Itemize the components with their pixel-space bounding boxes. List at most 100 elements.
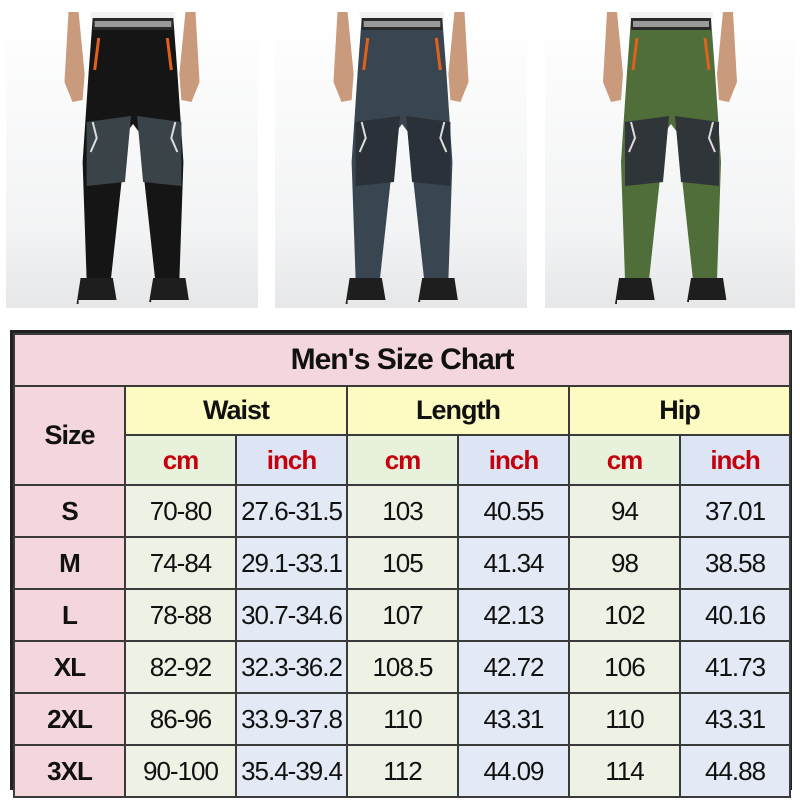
right-sole <box>420 300 459 304</box>
cell-length-inch: 41.34 <box>457 536 570 590</box>
left-arm <box>603 12 623 102</box>
size-label: XL <box>13 640 126 694</box>
unit-header-waist-inch: inch <box>235 434 348 486</box>
group-header-hip: Hip <box>567 385 792 436</box>
unit-header-waist-cm: cm <box>124 434 237 486</box>
left-logo <box>89 121 98 153</box>
cell-length-cm: 112 <box>346 744 459 798</box>
cell-hip-inch: 38.58 <box>678 536 792 590</box>
chart-title: Men's Size Chart <box>12 333 792 387</box>
size-label: 3XL <box>13 744 126 798</box>
cell-length-cm: 110 <box>346 692 459 746</box>
left-shoe <box>345 278 386 304</box>
cell-length-cm: 108.5 <box>346 640 459 694</box>
right-pocket-zipper <box>165 37 173 71</box>
cell-waist-inch: 27.6-31.5 <box>235 484 348 538</box>
right-sole <box>689 300 727 304</box>
right-knee-panel <box>137 116 182 186</box>
right-shoe <box>418 278 459 304</box>
cell-hip-inch: 37.01 <box>678 484 792 538</box>
cell-length-inch: 44.09 <box>457 744 570 798</box>
left-arm <box>64 12 85 102</box>
right-arm <box>179 12 200 102</box>
cell-hip-cm: 110 <box>568 692 681 746</box>
cell-hip-inch: 43.31 <box>678 692 792 746</box>
model-figure <box>333 12 469 304</box>
right-sole <box>151 300 190 304</box>
cell-length-cm: 103 <box>346 484 459 538</box>
cell-hip-inch: 44.88 <box>678 744 792 798</box>
table-row: 2XL 86-96 33.9-37.8 110 43.31 110 43.31 <box>13 692 792 746</box>
right-knee-panel <box>406 116 451 186</box>
right-shoe <box>149 278 190 304</box>
pants <box>621 18 721 280</box>
cell-waist-inch: 33.9-37.8 <box>235 692 348 746</box>
shirt-hem <box>90 12 176 18</box>
belt-pattern <box>633 21 709 27</box>
right-pocket-zipper <box>434 37 442 71</box>
right-logo <box>439 121 448 153</box>
left-logo <box>358 121 367 153</box>
left-shoe <box>615 278 655 304</box>
right-logo <box>170 121 179 153</box>
cell-waist-cm: 82-92 <box>124 640 237 694</box>
cell-hip-cm: 94 <box>568 484 681 538</box>
right-pocket-zipper <box>703 37 711 71</box>
left-knee-panel <box>625 116 669 186</box>
product-photos <box>0 0 800 315</box>
cell-waist-inch: 32.3-36.2 <box>235 640 348 694</box>
cell-length-cm: 107 <box>346 588 459 642</box>
cell-waist-inch: 30.7-34.6 <box>235 588 348 642</box>
cell-hip-cm: 106 <box>568 640 681 694</box>
size-label: L <box>13 588 126 642</box>
cell-hip-inch: 41.73 <box>678 640 792 694</box>
shirt-hem <box>359 12 445 18</box>
cell-length-inch: 42.13 <box>457 588 570 642</box>
right-knee-panel <box>675 116 719 186</box>
table-row: L 78-88 30.7-34.6 107 42.13 102 40.16 <box>13 588 792 642</box>
size-chart: Men's Size Chart Size Waist Length Hip c… <box>10 330 792 798</box>
left-logo <box>628 121 637 153</box>
cell-hip-cm: 98 <box>568 536 681 590</box>
unit-header-hip-inch: inch <box>678 434 792 486</box>
right-arm <box>717 12 737 102</box>
cell-waist-inch: 35.4-39.4 <box>235 744 348 798</box>
table-row: XL 82-92 32.3-36.2 108.5 42.72 106 41.73 <box>13 640 792 694</box>
size-label: S <box>13 484 126 538</box>
left-sole <box>347 300 386 304</box>
pants <box>82 18 184 280</box>
unit-header-hip-cm: cm <box>568 434 681 486</box>
left-sole <box>78 300 117 304</box>
cell-hip-cm: 114 <box>568 744 681 798</box>
right-arm <box>448 12 469 102</box>
left-knee-panel <box>355 116 400 186</box>
left-pocket-zipper <box>362 37 370 71</box>
group-header-waist: Waist <box>124 385 348 436</box>
shirt-hem <box>629 12 713 18</box>
product-photo-army-green <box>545 12 795 308</box>
cell-waist-cm: 90-100 <box>124 744 237 798</box>
right-shoe <box>687 278 727 304</box>
belt-pattern <box>94 21 172 27</box>
left-arm <box>333 12 354 102</box>
cell-waist-cm: 86-96 <box>124 692 237 746</box>
table-row: S 70-80 27.6-31.5 103 40.55 94 37.01 <box>13 484 792 538</box>
left-knee-panel <box>86 116 131 186</box>
cell-length-inch: 43.31 <box>457 692 570 746</box>
left-pocket-zipper <box>93 37 101 71</box>
product-photo-black <box>6 12 258 308</box>
pants <box>351 18 453 280</box>
cell-hip-cm: 102 <box>568 588 681 642</box>
model-figure <box>603 12 737 304</box>
left-sole <box>617 300 655 304</box>
size-column-header: Size <box>13 385 126 486</box>
cell-waist-cm: 74-84 <box>124 536 237 590</box>
table-row: 3XL 90-100 35.4-39.4 112 44.09 114 44.88 <box>13 744 792 798</box>
cell-waist-inch: 29.1-33.1 <box>235 536 348 590</box>
size-label: 2XL <box>13 692 126 746</box>
unit-header-length-inch: inch <box>457 434 570 486</box>
model-figure <box>64 12 200 304</box>
cell-length-cm: 105 <box>346 536 459 590</box>
cell-length-inch: 42.72 <box>457 640 570 694</box>
left-pocket-zipper <box>631 37 639 71</box>
